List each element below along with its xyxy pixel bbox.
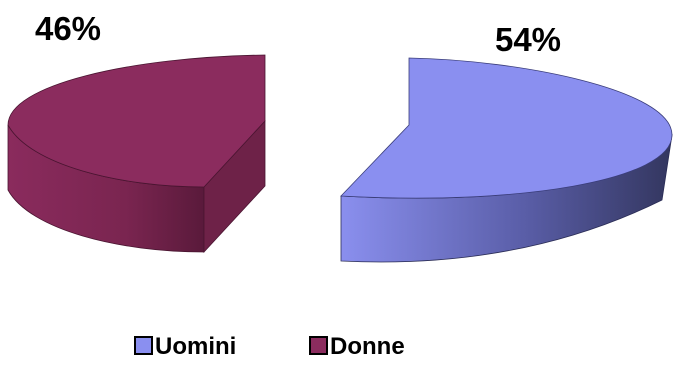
legend-swatch-uomini	[134, 336, 153, 355]
slice-donne	[7, 54, 266, 254]
legend-item-uomini: Uomini	[134, 333, 236, 360]
slice-uomini	[340, 57, 673, 263]
slice-donne-top	[7, 54, 266, 188]
data-label-uomini: 54%	[495, 21, 561, 58]
legend-label-uomini: Uomini	[155, 333, 236, 360]
data-label-donne: 46%	[35, 10, 101, 47]
legend-swatch-donne	[309, 336, 328, 355]
slice-uomini-top	[340, 57, 673, 199]
legend-label-donne: Donne	[330, 333, 405, 360]
legend: Uomini Donne	[134, 333, 405, 360]
legend-item-donne: Donne	[309, 333, 405, 360]
